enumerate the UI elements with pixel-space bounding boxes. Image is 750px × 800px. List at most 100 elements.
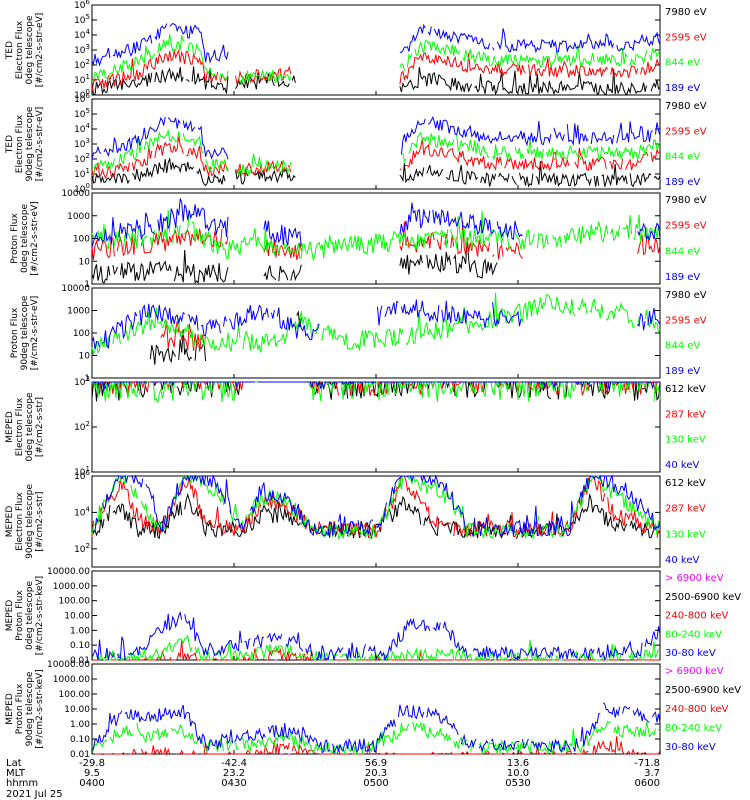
y-axis-label: [#/cm2-s-str]	[35, 491, 45, 551]
y-tick-label: 104	[74, 28, 90, 41]
xrow-label-lat: Lat	[6, 758, 22, 769]
series-line	[149, 310, 302, 365]
legend-entry: 2500-6900 keV	[665, 685, 741, 696]
y-tick-label: 101	[74, 167, 90, 180]
y-axis-label: MEPED	[5, 693, 15, 725]
legend-entry: 130 keV	[665, 529, 706, 540]
xrow-label-hhmm: hhmm	[6, 778, 38, 789]
legend-entry: 80-240 keV	[665, 629, 722, 640]
y-tick-label: 103	[74, 137, 90, 150]
y-axis-label: MEPED	[5, 506, 15, 538]
y-tick-label: 10.00	[64, 705, 90, 715]
legend-entry: 189 eV	[665, 177, 700, 188]
legend-entry: 240-800 keV	[665, 611, 729, 622]
x-tick-label: -29.8	[79, 758, 105, 769]
y-axis-label: [#/cm2-s-str-eV]	[30, 201, 40, 276]
x-tick-label: 0400	[79, 778, 104, 789]
y-tick-label: 104	[74, 505, 90, 518]
y-axis-label: [#/cm2-s-str-keV]	[35, 576, 45, 655]
y-axis-label: [#/cm2-s-str-eV]	[35, 13, 45, 88]
date-label: 2021 Jul 25	[6, 789, 63, 800]
series-line	[160, 320, 207, 352]
y-axis-label: TED	[5, 41, 15, 60]
y-axis-label: MEPED	[5, 411, 15, 443]
legend-entry: 2500-6900 keV	[665, 592, 741, 603]
legend-entry: 844 eV	[665, 246, 700, 257]
y-tick-label: 106	[74, 0, 90, 11]
y-tick-label: 10.00	[64, 612, 90, 622]
panel-7: 0.01 0.10 1.00 10.00 100.00 1000.00 10000.00 ME…	[5, 567, 741, 666]
series-line	[92, 380, 660, 391]
legend-entry: 40 keV	[665, 555, 699, 566]
x-tick-label: 3.7	[644, 768, 660, 779]
legend-entry: 2595 eV	[665, 221, 707, 232]
y-tick-label: 1000	[67, 212, 90, 222]
y-tick-label: 1000	[67, 307, 90, 317]
y-axis-label: [#/cm2-s-str-eV]	[35, 107, 45, 182]
legend-entry: 30-80 keV	[665, 742, 716, 753]
y-tick-label: 104	[74, 122, 90, 135]
x-tick-label: -71.8	[634, 758, 660, 769]
y-tick-label: 1.00	[70, 720, 90, 730]
y-tick-label: 100	[73, 329, 90, 339]
legend-entry: 189 eV	[665, 366, 700, 377]
y-tick-label: 0.01	[70, 750, 90, 760]
legend-entry: 612 keV	[665, 384, 706, 395]
x-tick-label: 56.9	[365, 758, 387, 769]
series-line	[91, 115, 661, 160]
legend-entry: 30-80 keV	[665, 648, 716, 659]
legend-entry: 287 keV	[665, 409, 706, 420]
y-tick-label: 102	[74, 420, 90, 433]
series-line	[91, 492, 661, 540]
x-tick-label: -42.4	[221, 758, 247, 769]
y-tick-label: 105	[74, 13, 90, 26]
y-axis-label: Electron Flux	[15, 114, 25, 173]
series-line	[91, 209, 661, 262]
x-tick-label: 20.3	[365, 768, 387, 779]
series-line	[91, 611, 661, 662]
x-tick-label: 10.0	[507, 768, 529, 779]
y-tick-label: 100.00	[59, 690, 91, 700]
y-tick-label: 103	[74, 375, 90, 388]
y-axis-label: Proton Flux	[10, 307, 20, 358]
y-tick-label: 105	[74, 107, 90, 120]
series-line	[91, 136, 661, 180]
y-axis-label: [#/cm2-s-str-keV]	[35, 669, 45, 748]
y-axis-label: TED	[5, 135, 15, 154]
legend-entry: 2595 eV	[665, 315, 707, 326]
y-tick-label: 10000.00	[47, 660, 90, 670]
y-axis-label: [#/cm2-s-str-eV]	[30, 296, 40, 371]
y-tick-label: 100.00	[59, 597, 91, 607]
panel-4: 1 10 100 1000 10000 Proton Flux 90deg telescop…	[10, 284, 707, 384]
y-tick-label: 103	[74, 43, 90, 56]
legend-entry: 189 eV	[665, 83, 700, 94]
y-axis-label: Electron Flux	[15, 20, 25, 79]
y-axis-label: 0deg telescope	[20, 204, 30, 274]
y-axis-label: 90deg telescope	[20, 295, 30, 370]
y-tick-label: 1	[84, 374, 90, 384]
y-tick-label: 10	[79, 352, 91, 362]
legend-entry: 40 keV	[665, 460, 699, 471]
series-line	[91, 66, 661, 96]
y-tick-label: 10000	[61, 284, 90, 294]
series-line	[91, 49, 661, 92]
y-tick-label: 102	[74, 152, 90, 165]
plot-frame	[91, 4, 661, 96]
legend-entry: > 6900 keV	[665, 666, 724, 677]
y-axis-label: 0deg telescope	[25, 15, 35, 85]
series-line	[91, 299, 661, 350]
legend-entry: 7980 eV	[665, 195, 707, 206]
legend-entry: 7980 eV	[665, 290, 707, 301]
plot-frame	[91, 381, 661, 473]
xrow-label-mlt: MLT	[6, 768, 26, 779]
legend-entry: 7980 eV	[665, 7, 707, 18]
y-tick-label: 102	[74, 58, 90, 71]
y-tick-label: 1000.00	[53, 675, 90, 685]
x-tick-label: 23.2	[223, 768, 245, 779]
y-tick-label: 1000.00	[53, 582, 90, 592]
